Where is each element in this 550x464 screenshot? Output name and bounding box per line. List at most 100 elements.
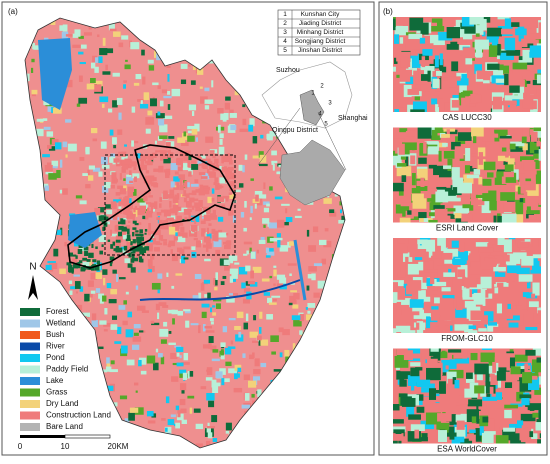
land-patch [323, 198, 332, 204]
image-patch [527, 33, 541, 40]
image-patch [416, 180, 429, 186]
image-patch [470, 310, 484, 321]
image-patch [454, 146, 463, 152]
image-patch [421, 56, 426, 68]
land-patch [200, 155, 206, 162]
image-patch [412, 198, 427, 209]
urban-patch [148, 195, 153, 198]
land-patch [298, 139, 302, 146]
image-patch [445, 208, 456, 212]
land-patch [241, 404, 251, 409]
urban-patch [160, 154, 164, 161]
image-patch [469, 274, 482, 280]
urban-patch [206, 209, 211, 215]
image-patch [431, 290, 438, 295]
land-patch [289, 295, 296, 303]
forest-patch [112, 269, 117, 274]
urban-patch [199, 207, 203, 212]
land-patch [171, 253, 178, 262]
land-patch [269, 237, 279, 242]
land-patch [130, 42, 140, 50]
land-patch [348, 149, 357, 153]
urban-patch [145, 210, 153, 218]
land-patch [227, 25, 231, 31]
image-patch [406, 404, 415, 417]
image-patch [443, 77, 453, 81]
image-patch [404, 183, 413, 190]
land-patch [72, 258, 78, 266]
image-patch [398, 439, 402, 444]
image-patch [504, 404, 519, 409]
land-patch [319, 401, 327, 405]
land-patch [154, 140, 157, 145]
urban-patch [211, 228, 216, 235]
image-patch [523, 161, 536, 171]
land-patch [251, 425, 256, 432]
urban-patch [228, 155, 233, 161]
land-patch [163, 321, 168, 327]
image-content [393, 17, 541, 112]
land-patch [282, 329, 290, 336]
legend-swatch [20, 423, 40, 431]
land-patch [211, 188, 215, 194]
land-patch [262, 218, 270, 224]
urban-patch [217, 196, 225, 203]
forest-patch [99, 216, 106, 221]
land-patch [106, 357, 110, 364]
land-patch [166, 65, 171, 68]
forest-patch [101, 244, 104, 247]
land-patch [59, 189, 63, 194]
image-patch [405, 256, 409, 269]
image-patch [482, 396, 498, 401]
land-patch [316, 388, 322, 391]
land-patch [297, 208, 301, 211]
land-patch [52, 300, 61, 306]
land-patch [191, 164, 199, 170]
image-patch [525, 427, 529, 436]
land-patch [210, 32, 213, 36]
land-patch [140, 370, 147, 375]
land-patch [173, 185, 179, 189]
image-patch [407, 210, 412, 215]
land-patch [161, 418, 166, 421]
urban-patch [212, 153, 216, 159]
land-patch [236, 373, 240, 378]
urban-patch [110, 184, 115, 189]
land-patch [218, 146, 225, 155]
land-patch [90, 62, 96, 69]
land-patch [64, 241, 68, 247]
land-patch [92, 138, 98, 142]
image-patch [530, 397, 541, 405]
image-patch [428, 363, 437, 372]
image-patch [434, 208, 448, 220]
image-patch [475, 33, 480, 37]
panel-label: (b) [383, 7, 393, 16]
land-patch [305, 314, 313, 321]
land-patch [131, 140, 134, 147]
image-patch [532, 100, 537, 110]
land-patch [67, 334, 74, 341]
image-patch [510, 141, 525, 147]
land-patch [79, 156, 85, 161]
image-patch [465, 53, 473, 65]
image-patch [491, 92, 505, 101]
image-patch [512, 326, 526, 333]
urban-patch [176, 158, 182, 166]
land-patch [143, 92, 150, 101]
image-patch [484, 311, 494, 322]
land-patch [359, 314, 362, 320]
image-patch [519, 431, 528, 441]
image-patch [483, 80, 490, 84]
image-patch [431, 98, 438, 107]
land-patch [294, 391, 302, 398]
land-patch [187, 395, 195, 399]
land-patch [75, 291, 78, 294]
land-patch [162, 18, 168, 22]
image-patch [496, 173, 505, 185]
land-patch [308, 337, 312, 341]
land-patch [110, 289, 118, 295]
urban-patch [144, 217, 149, 220]
forest-patch [130, 267, 136, 273]
land-patch [184, 309, 191, 314]
image-patch [487, 250, 491, 256]
